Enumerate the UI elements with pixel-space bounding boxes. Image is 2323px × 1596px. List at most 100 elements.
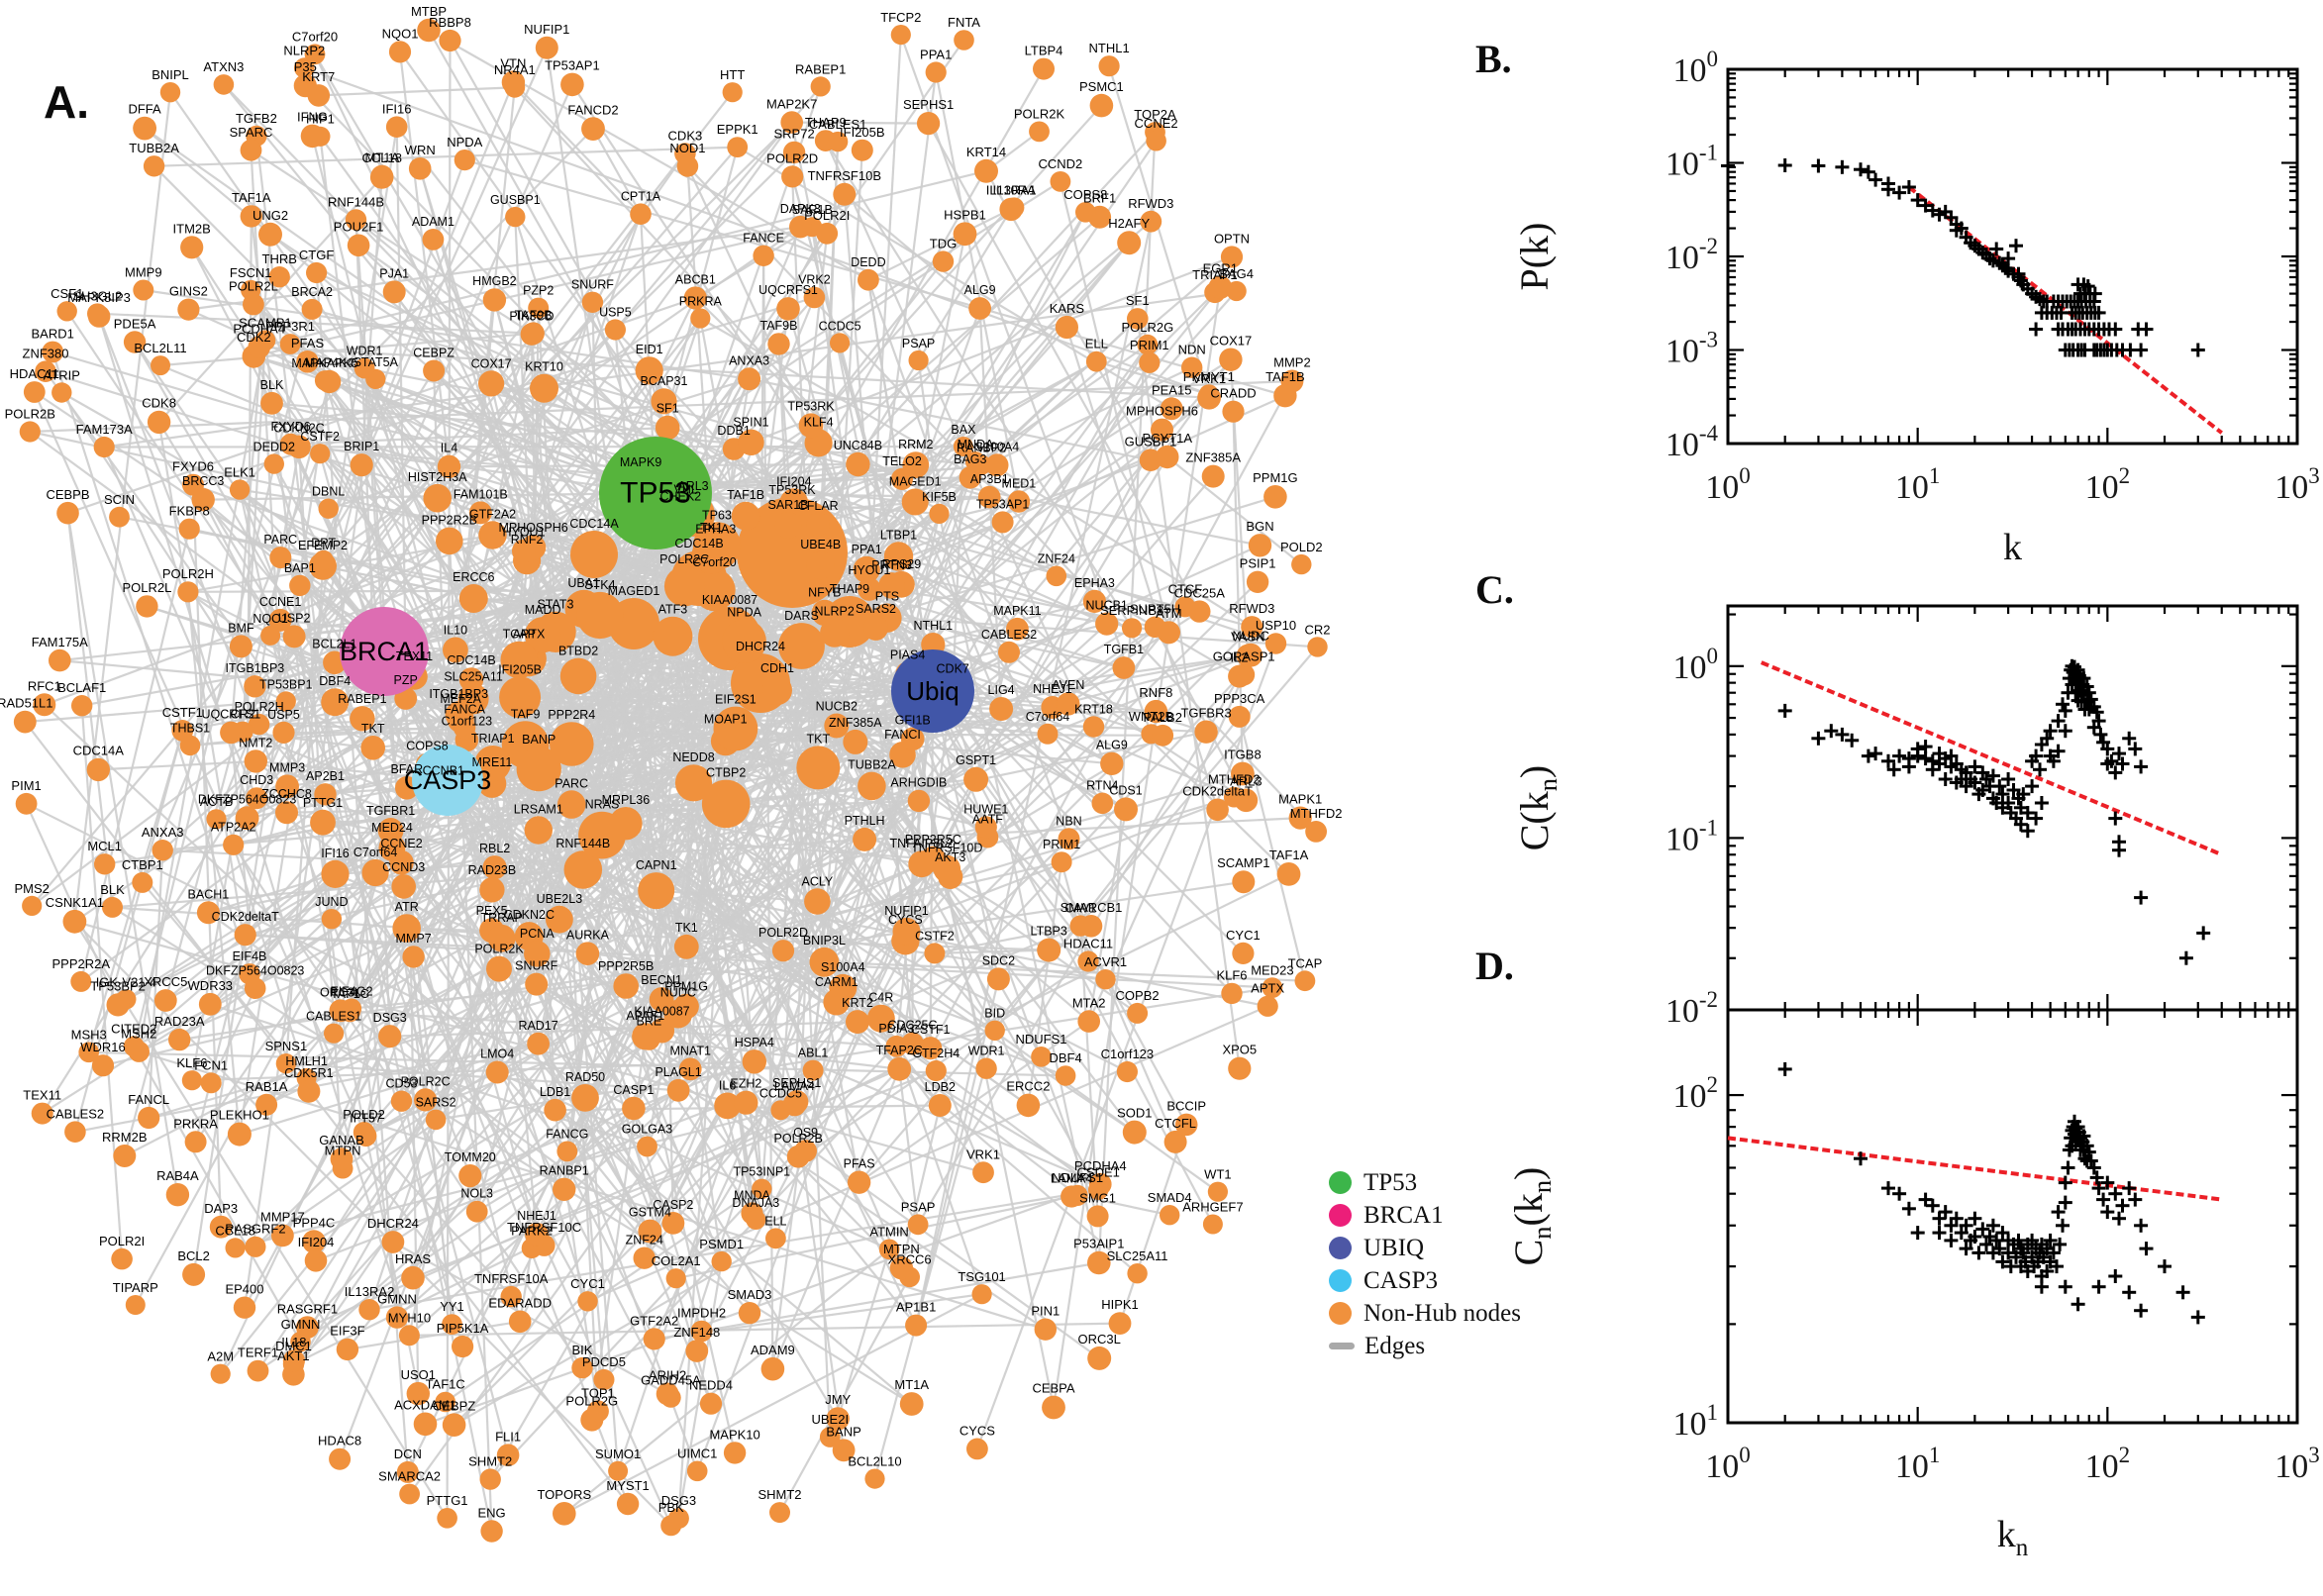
- svg-text:CR2: CR2: [1304, 622, 1330, 637]
- svg-text:FKBP8: FKBP8: [169, 504, 210, 519]
- svg-text:MOAP1: MOAP1: [704, 713, 748, 727]
- svg-text:JMY: JMY: [825, 1392, 851, 1407]
- svg-text:FANCI: FANCI: [884, 728, 921, 742]
- svg-text:PLAGL1: PLAGL1: [655, 1065, 701, 1079]
- svg-text:SNURF: SNURF: [571, 278, 614, 292]
- svg-text:CTGF: CTGF: [299, 248, 334, 262]
- svg-text:ELL: ELL: [764, 1215, 786, 1229]
- svg-text:PPM1G: PPM1G: [1253, 470, 1298, 485]
- svg-text:DEDD2: DEDD2: [253, 440, 295, 453]
- svg-text:KIAA0087: KIAA0087: [702, 593, 758, 607]
- svg-text:AURKA: AURKA: [566, 928, 610, 942]
- svg-text:PSMC1: PSMC1: [1079, 79, 1124, 94]
- svg-text:NLRP2: NLRP2: [283, 43, 325, 57]
- svg-text:IFT57: IFT57: [350, 1112, 382, 1126]
- svg-text:LIG4: LIG4: [988, 683, 1015, 697]
- svg-text:RAD17: RAD17: [518, 1019, 557, 1033]
- svg-text:SOD1: SOD1: [1117, 1106, 1152, 1121]
- svg-text:POLR2G: POLR2G: [565, 1394, 618, 1409]
- svg-text:MAPK8IP3: MAPK8IP3: [67, 290, 131, 305]
- svg-text:EIF3F: EIF3F: [330, 1324, 364, 1339]
- svg-text:SHMT2: SHMT2: [758, 1487, 801, 1502]
- svg-text:TK1: TK1: [700, 521, 723, 535]
- svg-text:FANCE: FANCE: [743, 232, 784, 246]
- svg-text:YY1: YY1: [440, 1299, 464, 1314]
- svg-text:PRIM1: PRIM1: [1043, 838, 1080, 851]
- svg-text:PARC: PARC: [263, 533, 297, 547]
- svg-text:RTN4: RTN4: [1086, 779, 1118, 793]
- svg-text:CEBPA: CEBPA: [1032, 1381, 1074, 1396]
- legend-item-label: CASP3: [1364, 1266, 1439, 1294]
- svg-text:BCL2L1: BCL2L1: [312, 638, 356, 651]
- svg-text:DBNL: DBNL: [312, 485, 345, 499]
- svg-text:TNFRSF10A: TNFRSF10A: [474, 1271, 549, 1286]
- svg-text:PTTG1: PTTG1: [303, 796, 343, 810]
- svg-text:COL2A1: COL2A1: [652, 1253, 701, 1268]
- svg-text:OPTN: OPTN: [1214, 231, 1250, 246]
- svg-text:PIK3CD: PIK3CD: [509, 309, 554, 323]
- svg-text:APTX: APTX: [513, 627, 546, 641]
- hub-label-casp3: CASP3: [404, 765, 492, 795]
- panel-C-points: [1777, 658, 2211, 965]
- svg-text:EPHA3: EPHA3: [1074, 576, 1115, 590]
- svg-text:FAM175A: FAM175A: [32, 635, 88, 649]
- svg-text:C1orf123: C1orf123: [1101, 1047, 1154, 1061]
- svg-text:C1orf123: C1orf123: [442, 715, 492, 729]
- svg-text:TP53RK: TP53RK: [787, 399, 835, 413]
- svg-text:RNF144B: RNF144B: [328, 194, 384, 209]
- svg-text:MMP2: MMP2: [1273, 355, 1311, 370]
- svg-text:BCCIP: BCCIP: [1166, 1099, 1206, 1114]
- svg-text:PTS: PTS: [875, 590, 899, 604]
- svg-text:RASGRF1: RASGRF1: [277, 1301, 338, 1316]
- svg-text:EID1: EID1: [636, 343, 663, 356]
- svg-text:DDB1: DDB1: [717, 424, 750, 438]
- svg-text:FAM101B: FAM101B: [454, 487, 508, 501]
- svg-text:BARD1: BARD1: [32, 327, 74, 342]
- svg-text:TEX11: TEX11: [396, 649, 433, 663]
- svg-text:MADD: MADD: [525, 603, 561, 617]
- legend-node-swatch-ubiq: [1329, 1237, 1352, 1259]
- svg-text:BCL2L11: BCL2L11: [134, 341, 186, 355]
- svg-text:TELO2: TELO2: [882, 454, 922, 468]
- svg-text:ANXA3: ANXA3: [142, 825, 184, 840]
- svg-text:FSCN1: FSCN1: [230, 265, 272, 280]
- svg-text:KRT14: KRT14: [966, 145, 1006, 159]
- svg-text:KIF5B: KIF5B: [922, 490, 957, 504]
- svg-text:PCDHA4: PCDHA4: [233, 321, 285, 336]
- svg-text:PFAS: PFAS: [291, 336, 325, 350]
- axis-title: P(k): [1512, 223, 1557, 291]
- svg-text:NMT2: NMT2: [239, 736, 272, 749]
- svg-text:MTHFD2: MTHFD2: [1208, 772, 1261, 787]
- svg-text:SCIN: SCIN: [104, 492, 135, 507]
- svg-text:IL13RA2: IL13RA2: [345, 1284, 395, 1299]
- svg-text:RABEP1: RABEP1: [795, 61, 846, 76]
- svg-text:MED24: MED24: [371, 821, 413, 835]
- svg-text:PCNA: PCNA: [520, 927, 555, 941]
- svg-text:CEBPZ: CEBPZ: [433, 1398, 475, 1413]
- svg-text:POU2F1: POU2F1: [334, 220, 384, 235]
- legend-node-swatch-casp3: [1329, 1269, 1352, 1292]
- svg-text:BAG4: BAG4: [1219, 266, 1254, 281]
- svg-text:IFI205B: IFI205B: [498, 662, 542, 676]
- svg-text:EFEMP2: EFEMP2: [298, 539, 348, 552]
- svg-text:ACVR1: ACVR1: [1084, 954, 1127, 969]
- svg-text:ZNF385A: ZNF385A: [829, 716, 882, 730]
- svg-text:ZCCHC8: ZCCHC8: [261, 787, 312, 801]
- svg-text:S100A4: S100A4: [821, 960, 865, 974]
- svg-text:PARK2: PARK2: [511, 1223, 553, 1238]
- svg-text:USP10: USP10: [1256, 618, 1296, 633]
- svg-text:IL18: IL18: [281, 1335, 306, 1349]
- svg-text:RFC1: RFC1: [28, 678, 61, 693]
- svg-text:ZNF148: ZNF148: [673, 1325, 720, 1340]
- svg-text:HDAC11: HDAC11: [10, 366, 59, 381]
- panel-B-points: [1721, 158, 2205, 357]
- svg-text:PEX5: PEX5: [476, 904, 508, 918]
- svg-text:ZNF24: ZNF24: [1038, 552, 1075, 566]
- svg-text:HYOU1: HYOU1: [848, 563, 890, 577]
- panel-B-ticks: [1726, 67, 2299, 446]
- svg-text:LTBP4: LTBP4: [1025, 44, 1063, 58]
- svg-text:PPP3R1: PPP3R1: [265, 319, 315, 334]
- svg-text:P53AIP1: P53AIP1: [1073, 1237, 1124, 1251]
- svg-text:PPP4C: PPP4C: [293, 1215, 336, 1230]
- svg-text:CR2: CR2: [231, 708, 255, 722]
